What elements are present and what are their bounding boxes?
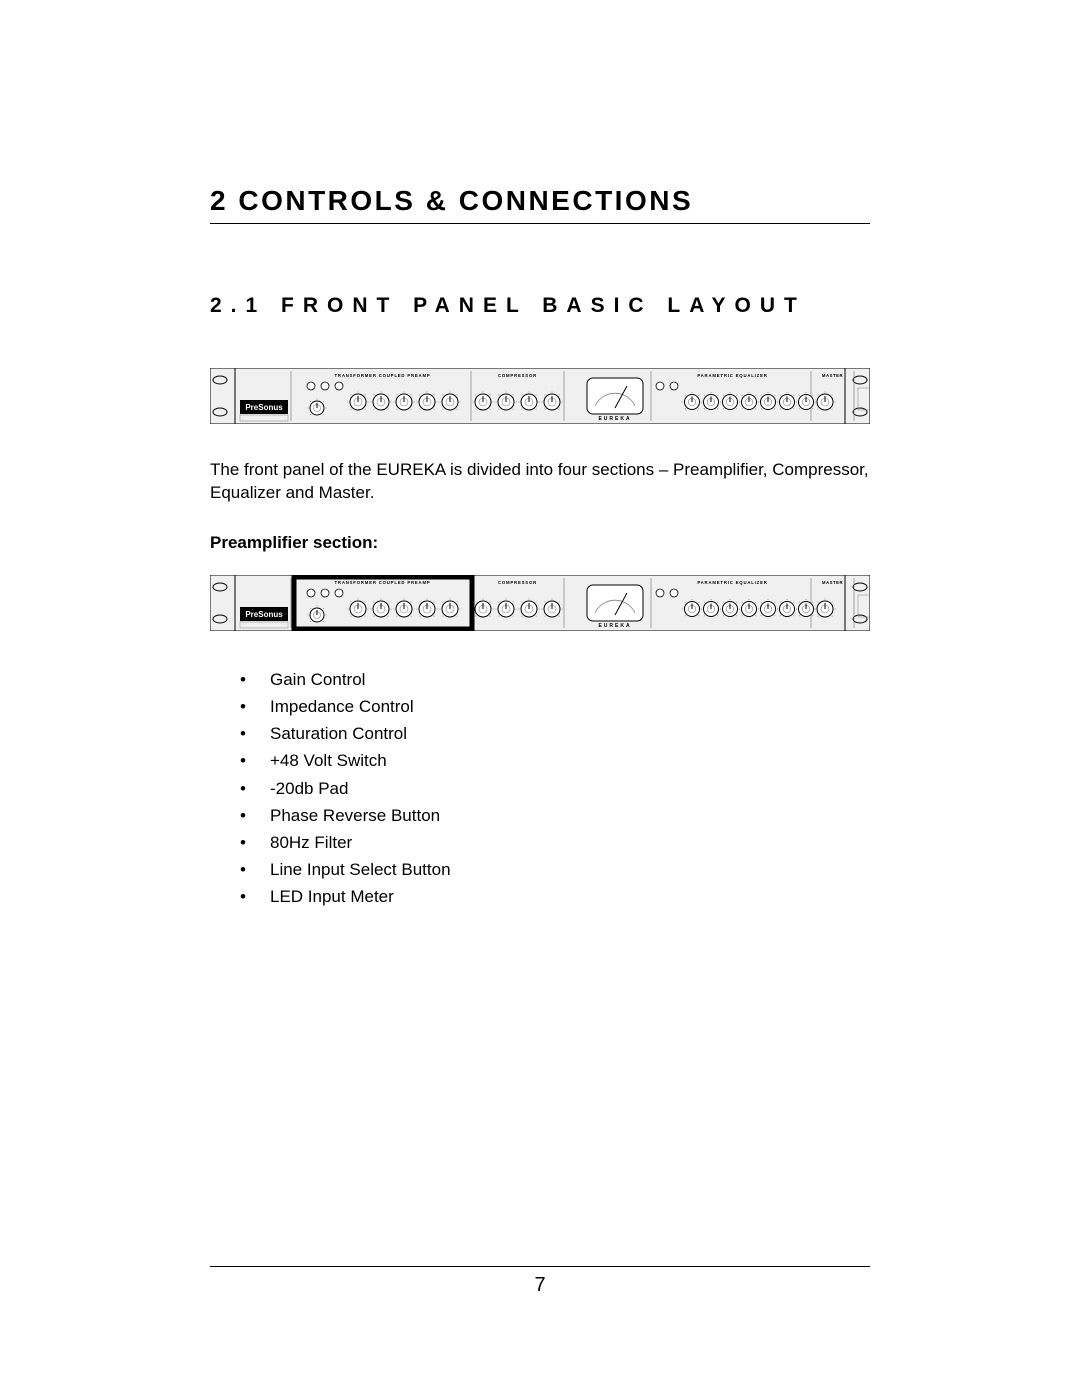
list-item: Line Input Select Button <box>240 856 870 883</box>
footer-rule <box>210 1266 870 1267</box>
svg-text:MASTER: MASTER <box>822 373 844 378</box>
front-panel-diagram-highlighted: PreSonus TRANSFORMER COUPLED PREAMP COMPRE… <box>210 575 870 631</box>
list-item: Gain Control <box>240 666 870 693</box>
page-number: 7 <box>0 1274 1080 1297</box>
list-item: Phase Reverse Button <box>240 802 870 829</box>
intro-paragraph: The front panel of the EUREKA is divided… <box>210 459 870 505</box>
front-panel-diagram: PreSonus TRANSFORMER COUPLED PREAMP COMPRE… <box>210 368 870 424</box>
svg-text:PARAMETRIC EQUALIZER: PARAMETRIC EQUALIZER <box>697 373 767 378</box>
section-heading: 2.1 FRONT PANEL BASIC LAYOUT <box>210 294 870 318</box>
svg-text:MASTER: MASTER <box>822 580 844 585</box>
list-item: LED Input Meter <box>240 883 870 910</box>
svg-text:COMPRESSOR: COMPRESSOR <box>498 373 537 378</box>
list-item: Impedance Control <box>240 693 870 720</box>
svg-text:PARAMETRIC EQUALIZER: PARAMETRIC EQUALIZER <box>697 580 767 585</box>
svg-text:COMPRESSOR: COMPRESSOR <box>498 580 537 585</box>
svg-text:TRANSFORMER COUPLED PREAMP: TRANSFORMER COUPLED PREAMP <box>335 373 431 378</box>
chapter-rule <box>210 223 870 224</box>
list-item: Saturation Control <box>240 720 870 747</box>
manual-page: 2 CONTROLS & CONNECTIONS 2.1 FRONT PANEL… <box>0 0 1080 1397</box>
chapter-heading: 2 CONTROLS & CONNECTIONS <box>210 185 870 217</box>
svg-text:EUREKA: EUREKA <box>598 623 631 629</box>
svg-text:TRANSFORMER COUPLED PREAMP: TRANSFORMER COUPLED PREAMP <box>335 580 431 585</box>
list-item: -20db Pad <box>240 775 870 802</box>
svg-text:PreSonus: PreSonus <box>245 610 283 619</box>
list-item: 80Hz Filter <box>240 829 870 856</box>
preamp-feature-list: Gain Control Impedance Control Saturatio… <box>210 666 870 911</box>
svg-text:EUREKA: EUREKA <box>598 416 631 422</box>
list-item: +48 Volt Switch <box>240 747 870 774</box>
svg-text:PreSonus: PreSonus <box>245 403 283 412</box>
preamp-subheading: Preamplifier section: <box>210 533 870 553</box>
